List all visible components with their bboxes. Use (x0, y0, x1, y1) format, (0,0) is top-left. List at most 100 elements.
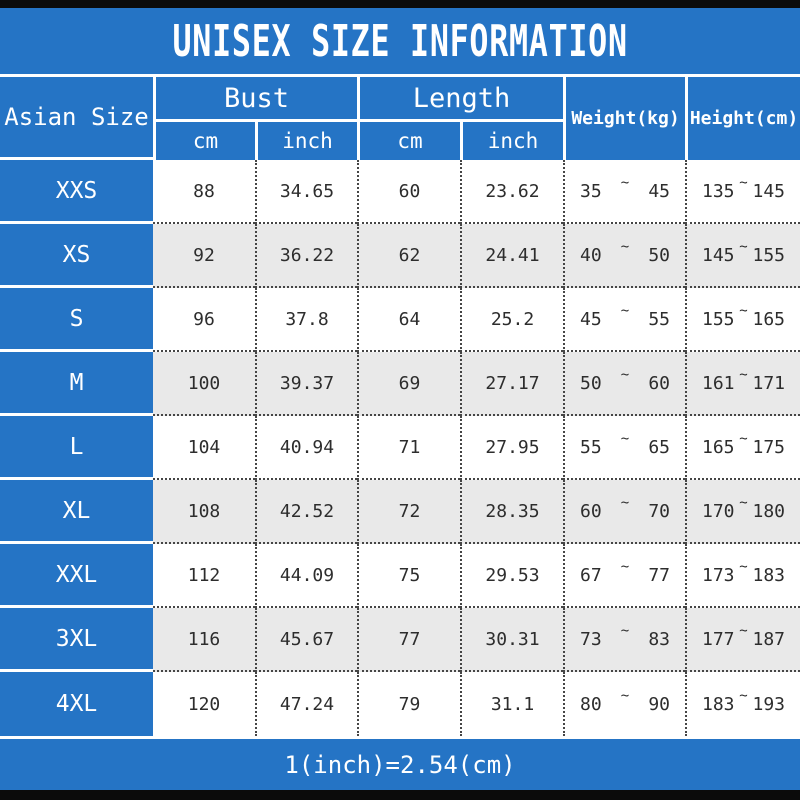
tilde-glyph: ~ (739, 559, 748, 575)
bust-inch-value: 36.22 (255, 224, 357, 288)
tilde-glyph: ~ (739, 303, 748, 319)
subheader-bust-inch: inch (255, 122, 357, 160)
tilde-glyph: ~ (739, 688, 748, 704)
table-row: L 104 40.94 71 27.95 55 ~65 165 ~175 (0, 416, 800, 480)
weight-range: 55 ~65 (563, 416, 685, 480)
table-body: XXS 88 34.65 60 23.62 35 ~45 135 ~145 XS 9… (0, 160, 800, 736)
length-inch-value: 24.41 (460, 224, 563, 288)
tilde-glyph: ~ (620, 303, 630, 319)
weight-range: 67 ~77 (563, 544, 685, 608)
tilde-glyph: ~ (620, 175, 630, 191)
weight-max-value: 83 (648, 628, 670, 650)
tilde-glyph: ~ (620, 431, 630, 447)
height-min-value: 173 (702, 564, 735, 586)
weight-min-value: 60 (580, 500, 602, 522)
length-cm-value: 71 (357, 416, 460, 480)
weight-min-value: 67 (580, 564, 602, 586)
length-cm-value: 62 (357, 224, 460, 288)
length-cm-value: 60 (357, 160, 460, 224)
tilde-glyph: ~ (739, 623, 748, 639)
weight-min-value: 80 (580, 693, 602, 715)
subheader-bust-cm: cm (153, 122, 255, 160)
weight-max-value: 90 (648, 693, 670, 715)
bottom-black-bar (0, 790, 800, 800)
length-inch-value: 29.53 (460, 544, 563, 608)
height-max-value: 183 (752, 564, 785, 586)
height-max-value: 171 (752, 372, 785, 394)
height-min-value: 170 (702, 500, 735, 522)
height-range: 155 ~165 (685, 288, 800, 352)
bust-cm-value: 104 (153, 416, 255, 480)
height-range: 170 ~180 (685, 480, 800, 544)
length-inch-value: 31.1 (460, 672, 563, 736)
conversion-note: 1(inch)=2.54(cm) (284, 750, 516, 779)
table-row: XL 108 42.52 72 28.35 60 ~70 170 ~180 (0, 480, 800, 544)
height-min-value: 161 (702, 372, 735, 394)
table-row: XXL 112 44.09 75 29.53 67 ~77 173 ~183 (0, 544, 800, 608)
height-max-value: 187 (752, 628, 785, 650)
bust-cm-value: 116 (153, 608, 255, 672)
title-banner: UNISEX SIZE INFORMATION (0, 8, 800, 77)
tilde-glyph: ~ (739, 367, 748, 383)
bust-inch-value: 47.24 (255, 672, 357, 736)
height-range: 177 ~187 (685, 608, 800, 672)
weight-range: 50 ~60 (563, 352, 685, 416)
weight-range: 60 ~70 (563, 480, 685, 544)
weight-min-value: 45 (580, 308, 602, 330)
tilde-glyph: ~ (620, 239, 630, 255)
height-min-value: 155 (702, 308, 735, 330)
bust-inch-value: 40.94 (255, 416, 357, 480)
tilde-glyph: ~ (620, 559, 630, 575)
height-max-value: 180 (752, 500, 785, 522)
length-inch-value: 30.31 (460, 608, 563, 672)
length-inch-value: 25.2 (460, 288, 563, 352)
tilde-glyph: ~ (620, 688, 630, 704)
bust-cm-value: 88 (153, 160, 255, 224)
weight-range: 45 ~55 (563, 288, 685, 352)
height-min-value: 177 (702, 628, 735, 650)
tilde-glyph: ~ (620, 367, 630, 383)
height-max-value: 175 (752, 436, 785, 458)
bust-cm-value: 108 (153, 480, 255, 544)
length-cm-value: 77 (357, 608, 460, 672)
tilde-glyph: ~ (739, 431, 748, 447)
length-group-header: Length (357, 77, 563, 122)
top-black-bar (0, 0, 800, 8)
length-inch-value: 27.17 (460, 352, 563, 416)
bust-cm-value: 112 (153, 544, 255, 608)
height-range: 165 ~175 (685, 416, 800, 480)
tilde-glyph: ~ (620, 495, 630, 511)
height-min-value: 145 (702, 244, 735, 266)
weight-max-value: 50 (648, 244, 670, 266)
height-max-value: 145 (752, 180, 785, 202)
height-min-value: 135 (702, 180, 735, 202)
bust-inch-value: 45.67 (255, 608, 357, 672)
tilde-glyph: ~ (739, 175, 748, 191)
height-max-value: 193 (752, 693, 785, 715)
table-row: M 100 39.37 69 27.17 50 ~60 161 ~171 (0, 352, 800, 416)
subheader-length-cm: cm (357, 122, 460, 160)
weight-min-value: 55 (580, 436, 602, 458)
table-row: 3XL 116 45.67 77 30.31 73 ~83 177 ~187 (0, 608, 800, 672)
height-range: 135 ~145 (685, 160, 800, 224)
weight-range: 35 ~45 (563, 160, 685, 224)
weight-min-value: 40 (580, 244, 602, 266)
bust-cm-value: 100 (153, 352, 255, 416)
weight-min-value: 73 (580, 628, 602, 650)
subheader-length-inch: inch (460, 122, 563, 160)
size-label: XL (0, 480, 153, 544)
length-cm-value: 72 (357, 480, 460, 544)
weight-range: 80 ~90 (563, 672, 685, 736)
weight-max-value: 55 (648, 308, 670, 330)
length-inch-value: 27.95 (460, 416, 563, 480)
size-label: XXS (0, 160, 153, 224)
size-label: 4XL (0, 672, 153, 736)
weight-min-value: 50 (580, 372, 602, 394)
weight-range: 40 ~50 (563, 224, 685, 288)
length-cm-value: 75 (357, 544, 460, 608)
length-cm-value: 64 (357, 288, 460, 352)
weight-min-value: 35 (580, 180, 602, 202)
bust-cm-value: 96 (153, 288, 255, 352)
size-label: L (0, 416, 153, 480)
